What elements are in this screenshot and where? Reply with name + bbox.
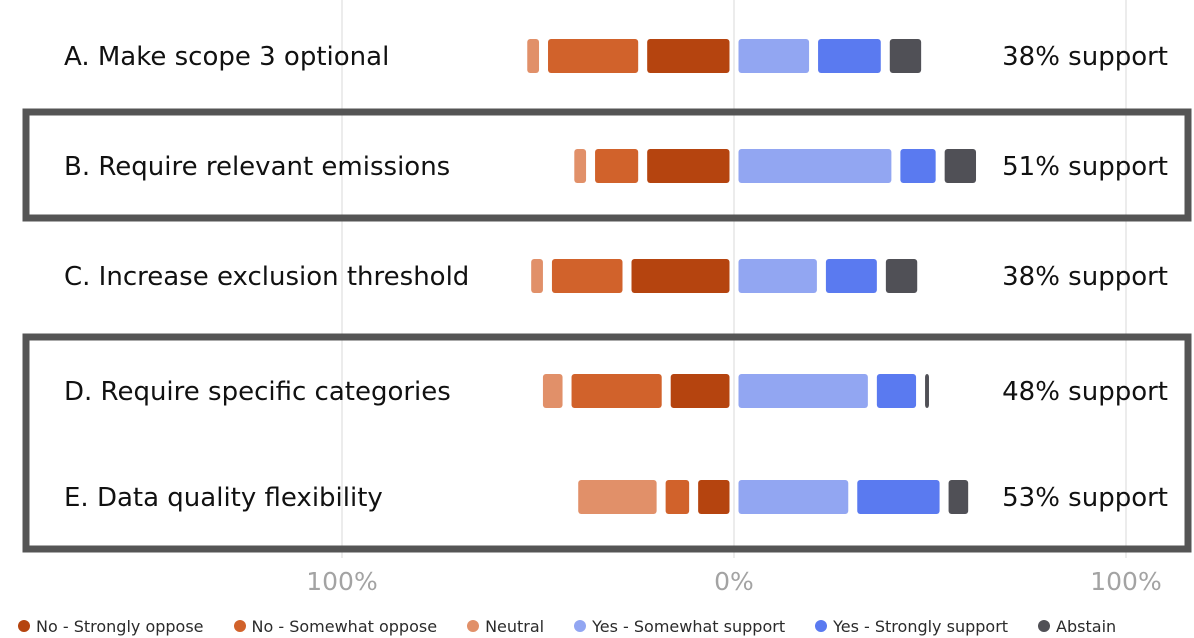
row-label-3: D. Require specific categories	[64, 377, 451, 407]
row-label-1: B. Require relevant emissions	[64, 152, 450, 182]
legend-dot-icon	[815, 620, 828, 632]
bar-neutral-3	[542, 374, 563, 408]
bar-neutral-1	[574, 149, 587, 183]
legend-dot-icon	[233, 620, 246, 632]
bar-no-somewhat-oppose-0	[548, 39, 639, 73]
bar-no-somewhat-oppose-3	[571, 374, 662, 408]
legend-label: Yes - Somewhat support	[592, 616, 786, 636]
legend-label: Abstain	[1056, 616, 1117, 636]
bar-no-somewhat-oppose-1	[595, 149, 639, 183]
legend-dot-icon	[467, 620, 480, 632]
legend-item-1[interactable]: No - Somewhat oppose	[233, 616, 438, 636]
bar-yes-strongly-support-2	[825, 259, 877, 293]
bar-yes-strongly-support-4	[857, 480, 940, 514]
highlight-box-1	[22, 333, 1192, 553]
bar-no-strongly-oppose-1	[647, 149, 730, 183]
legend-dot-icon	[574, 620, 587, 632]
legend-dot-icon	[1038, 620, 1051, 632]
highlight-boxes	[22, 108, 1192, 553]
bar-yes-somewhat-support-2	[738, 259, 817, 293]
bar-abstain-2	[885, 259, 918, 293]
legend-item-4[interactable]: Yes - Strongly support	[815, 617, 1008, 636]
bar-yes-strongly-support-1	[900, 149, 936, 183]
legend-item-5[interactable]: Abstain	[1038, 617, 1116, 636]
tick-label-1: 0%	[714, 567, 754, 596]
bar-no-somewhat-oppose-2	[551, 259, 623, 293]
legend-label: Neutral	[485, 616, 545, 636]
bar-neutral-4	[578, 480, 657, 514]
bar-yes-somewhat-support-0	[738, 39, 810, 73]
bar-neutral-2	[531, 259, 543, 293]
bar-yes-somewhat-support-4	[738, 480, 849, 514]
bar-no-strongly-oppose-2	[631, 259, 730, 293]
bar-yes-strongly-support-0	[818, 39, 881, 73]
bar-abstain-4	[948, 480, 969, 514]
bar-no-strongly-oppose-3	[670, 374, 730, 408]
grid-lines	[341, 0, 1127, 558]
legend-label: No - Somewhat oppose	[251, 616, 438, 636]
highlight-box-0	[22, 108, 1192, 222]
bar-no-strongly-oppose-0	[647, 39, 730, 73]
legend-item-2[interactable]: Neutral	[467, 617, 544, 636]
bar-yes-somewhat-support-1	[738, 149, 892, 183]
support-label-3: 48% support	[1002, 377, 1168, 407]
legend-label: No - Strongly oppose	[36, 616, 204, 636]
labels: A. Make scope 3 optional 38% support B. Re…	[64, 42, 1168, 513]
bar-yes-somewhat-support-3	[738, 374, 868, 408]
axis-ticks: 100% 0% 100%	[306, 567, 1161, 596]
legend-item-3[interactable]: Yes - Somewhat support	[574, 617, 785, 636]
bars	[527, 39, 977, 514]
support-label-1: 51% support	[1002, 152, 1168, 182]
legend-dot-icon	[18, 620, 30, 632]
tick-label-0: 100%	[306, 567, 377, 596]
chart-svg: A. Make scope 3 optional 38% support B. Re…	[22, 0, 1192, 596]
bar-abstain-3	[925, 374, 929, 408]
legend-label: Yes - Strongly support	[833, 616, 1009, 636]
bar-abstain-0	[889, 39, 922, 73]
legend-item-0[interactable]: No - Strongly oppose	[18, 617, 204, 636]
support-label-0: 38% support	[1002, 42, 1168, 72]
support-label-2: 38% support	[1002, 262, 1168, 292]
bar-abstain-1	[944, 149, 977, 183]
tick-label-2: 100%	[1090, 567, 1161, 596]
bar-no-somewhat-oppose-4	[665, 480, 690, 514]
support-label-4: 53% support	[1002, 483, 1168, 513]
bar-neutral-0	[527, 39, 540, 73]
bar-yes-strongly-support-3	[876, 374, 917, 408]
row-label-4: E. Data quality flexibility	[64, 483, 383, 513]
legend: No - Strongly oppose No - Somewhat oppose…	[18, 614, 1194, 638]
row-label-0: A. Make scope 3 optional	[64, 42, 389, 72]
bar-no-strongly-oppose-4	[698, 480, 730, 514]
row-label-2: C. Increase exclusion threshold	[64, 262, 469, 292]
